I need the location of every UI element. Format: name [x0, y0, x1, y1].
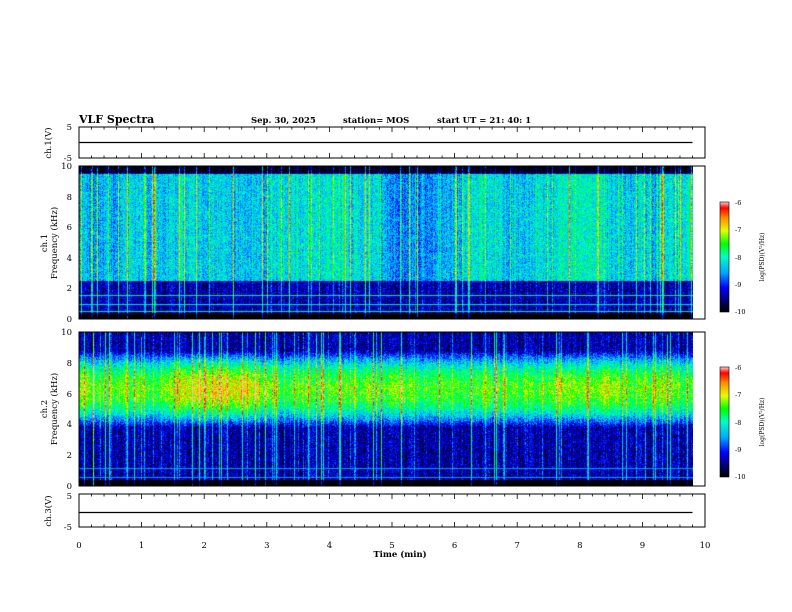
- colorbar-ch2-gradient: [720, 367, 729, 477]
- ch2-spectrogram-ylabel-channel: ch.2: [40, 400, 50, 418]
- ch1-ytick-0: 0: [67, 315, 72, 325]
- xtick-8: 8: [577, 541, 582, 551]
- xtick-1: 1: [139, 541, 144, 551]
- cb2-tick-9: -9: [735, 446, 741, 454]
- cb2-tick-8: -8: [735, 419, 741, 427]
- cb1-tick-8: -8: [735, 254, 741, 262]
- ch2-spectrogram-yticks: 10 8 6 4 2 0: [61, 328, 72, 492]
- ch1-spectrogram-ylabel-channel: ch.1: [40, 234, 50, 252]
- ch2-spectrogram-heatmap: [79, 332, 693, 486]
- ch3-voltage-ylabel: ch.3(V): [43, 495, 54, 526]
- ch2-spectrogram-panel: 10 8 6 4 2 0 ch.2 Frequency (kHz): [40, 328, 706, 492]
- xtick-5: 5: [389, 541, 394, 551]
- ch1-ytick-bottom: -5: [64, 154, 72, 164]
- ch2-spectrogram-ticks: [78, 332, 706, 486]
- ch2-ytick-10: 10: [61, 328, 72, 338]
- colorbar-ch2: -6 -7 -8 -9 -10 log(PSD)(V²/Hz): [719, 364, 766, 481]
- ch1-ytick-10: 10: [61, 162, 72, 172]
- cb1-tick-10: -10: [735, 308, 745, 316]
- ch2-ytick-0: 0: [67, 482, 72, 492]
- ch1-spectrogram-ticks: [78, 166, 706, 319]
- xtick-2: 2: [201, 541, 206, 551]
- ch2-ytick-6: 6: [67, 390, 72, 400]
- date-label: Sep. 30, 2025: [251, 116, 316, 126]
- xtick-0: 0: [76, 541, 81, 551]
- ch3-voltage-ticks: [78, 494, 706, 527]
- cb2-tick-6: -6: [735, 364, 741, 372]
- ch1-ytick-top: 5: [67, 123, 72, 133]
- colorbar-ch1: -6 -7 -8 -9 -10 log(PSD)(V²/Hz): [719, 199, 766, 316]
- ch1-spectrogram-panel: 10 8 6 4 2 0 ch.1 Frequency (kHz): [40, 162, 706, 325]
- xtick-9: 9: [640, 541, 645, 551]
- ch1-spectrogram-yticks: 10 8 6 4 2 0: [61, 162, 72, 325]
- xtick-10: 10: [700, 541, 711, 551]
- xtick-6: 6: [452, 541, 457, 551]
- ch1-voltage-ticks: [78, 127, 706, 158]
- start-time-label: start UT = 21: 40: 1: [437, 116, 531, 126]
- cb2-tick-10: -10: [735, 473, 745, 481]
- colorbar-ch1-gradient: [720, 202, 729, 312]
- ch1-ytick-4: 4: [67, 254, 72, 264]
- ch3-ytick-top: 5: [67, 492, 72, 502]
- ch1-spectrogram-heatmap: [79, 166, 693, 319]
- ch2-ytick-8: 8: [67, 359, 72, 369]
- ch1-ytick-2: 2: [67, 284, 72, 294]
- ch2-spectrogram-ylabel-frequency: Frequency (kHz): [49, 373, 60, 445]
- xtick-3: 3: [264, 541, 269, 551]
- ch1-ytick-6: 6: [67, 223, 72, 233]
- x-axis: 0 1 2 3 4 5 6 7 8 9 10 Time (min): [76, 541, 710, 560]
- ch1-voltage-panel: 5 -5 ch.1(V): [43, 123, 706, 164]
- ch2-ytick-4: 4: [67, 420, 72, 430]
- colorbar-ch2-label: log(PSD)(V²/Hz): [759, 398, 766, 447]
- x-axis-label: Time (min): [373, 549, 426, 560]
- ch3-voltage-panel: 5 -5 ch.3(V): [43, 492, 706, 533]
- ch1-voltage-ylabel: ch.1(V): [43, 127, 54, 158]
- xtick-7: 7: [514, 541, 519, 551]
- ch2-ytick-2: 2: [67, 451, 72, 461]
- figure-title: VLF Spectra: [78, 113, 154, 126]
- ch1-ytick-8: 8: [67, 193, 72, 203]
- colorbar-ch1-label: log(PSD)(V²/Hz): [759, 233, 766, 282]
- cb1-tick-7: -7: [735, 226, 741, 234]
- cb2-tick-7: -7: [735, 391, 741, 399]
- cb1-tick-6: -6: [735, 199, 741, 207]
- station-label: station= MOS: [343, 116, 409, 126]
- ch1-spectrogram-ylabel-frequency: Frequency (kHz): [49, 207, 60, 279]
- ch3-ytick-bottom: -5: [64, 523, 72, 533]
- xtick-4: 4: [327, 541, 332, 551]
- cb1-tick-9: -9: [735, 281, 741, 289]
